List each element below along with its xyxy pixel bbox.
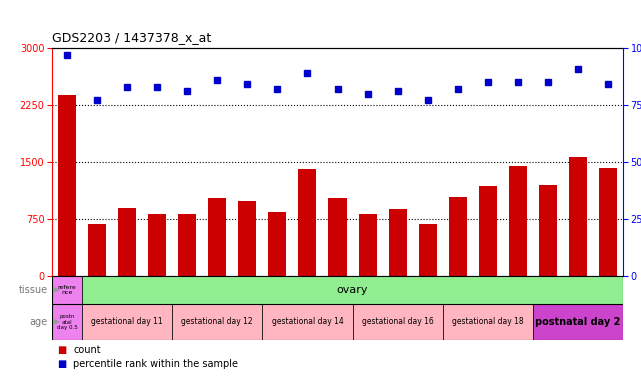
Bar — [88, 224, 106, 276]
Bar — [52, 304, 82, 340]
Text: ▶: ▶ — [51, 285, 60, 295]
Text: gestational day 12: gestational day 12 — [181, 318, 253, 326]
Text: ovary: ovary — [337, 285, 369, 295]
Bar — [539, 185, 557, 276]
Bar — [299, 169, 317, 276]
Text: gestational day 16: gestational day 16 — [362, 318, 433, 326]
Bar — [599, 168, 617, 276]
Text: count: count — [73, 345, 101, 355]
Bar — [52, 276, 82, 304]
Bar — [533, 304, 623, 340]
Text: gestational day 11: gestational day 11 — [91, 318, 163, 326]
Bar — [509, 166, 527, 276]
Text: ■: ■ — [57, 359, 66, 369]
Bar — [172, 304, 262, 340]
Bar — [358, 214, 376, 276]
Text: age: age — [30, 317, 48, 327]
Bar — [388, 209, 406, 276]
Bar — [148, 214, 166, 276]
Bar — [419, 224, 437, 276]
Text: tissue: tissue — [19, 285, 48, 295]
Bar — [58, 95, 76, 276]
Text: ■: ■ — [57, 345, 66, 355]
Bar — [269, 212, 287, 276]
Text: postnatal day 2: postnatal day 2 — [535, 317, 620, 327]
Bar — [449, 197, 467, 276]
Text: gestational day 14: gestational day 14 — [272, 318, 344, 326]
Bar — [328, 199, 347, 276]
Text: gestational day 18: gestational day 18 — [452, 318, 524, 326]
Text: percentile rank within the sample: percentile rank within the sample — [73, 359, 238, 369]
Bar — [82, 304, 172, 340]
Bar — [178, 214, 196, 276]
Bar — [238, 201, 256, 276]
Bar — [443, 304, 533, 340]
Text: postn
atal
day 0.5: postn atal day 0.5 — [56, 314, 78, 330]
Bar — [262, 304, 353, 340]
Text: GDS2203 / 1437378_x_at: GDS2203 / 1437378_x_at — [52, 31, 212, 44]
Text: refere
nce: refere nce — [58, 285, 76, 295]
Bar — [208, 199, 226, 276]
Bar — [353, 304, 443, 340]
Bar — [479, 186, 497, 276]
Bar — [569, 157, 587, 276]
Text: ▶: ▶ — [51, 318, 60, 326]
Bar — [118, 208, 136, 276]
